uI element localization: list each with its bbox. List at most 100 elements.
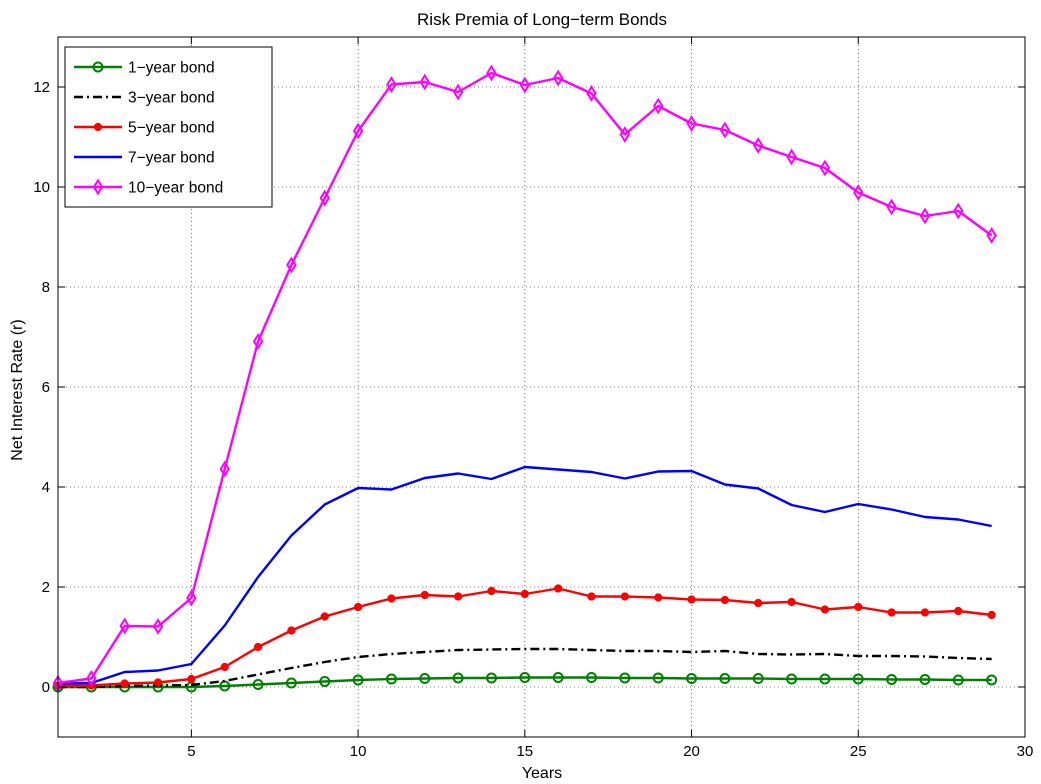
series-5-point [919,207,931,225]
series-1-point [452,672,464,684]
series-1-point [252,679,264,690]
y-tick-label: 4 [42,479,50,496]
series-1-point [919,674,931,685]
series-3-point [687,595,696,604]
chart-title: Risk Premia of Long−term Bonds [417,10,667,29]
legend-label: 3−year bond [128,90,215,107]
series-5-point [586,85,597,102]
series-1-point [619,672,631,684]
series-5-point [352,122,364,140]
series-3-point [387,594,396,603]
series-4-line [57,465,992,685]
series-1-point [552,672,564,683]
x-tick-label: 25 [850,743,867,760]
series-1-point [419,673,431,684]
legend-label: 1−year bond [128,60,215,77]
legend-item: 3−year bond [74,90,215,107]
series-3-point [654,593,663,602]
legend-label: 10−year bond [128,180,223,197]
series-1-point [686,673,698,684]
x-tick-label: 30 [1017,743,1034,760]
series-5-point [519,76,531,94]
legend-label: 5−year bond [128,120,215,137]
series-5-point [886,198,897,216]
series-1-point [285,677,297,689]
y-tick-label: 8 [42,279,50,296]
x-tick-label: 10 [350,743,367,760]
y-tick-label: 0 [42,679,50,696]
legend: 1−year bond 3−year bond 5−year bond 7−year … [64,46,273,208]
series-1-point [986,674,998,686]
y-tick-label: 2 [42,579,50,596]
series-1-point [519,672,531,683]
series-5-point [419,73,430,91]
legend-label: 7−year bond [128,150,215,167]
series-3-point [820,605,830,614]
series-1-line [58,676,992,689]
series-5-point [953,202,964,220]
series-3-point [920,608,930,617]
series-3-point [487,586,496,596]
series-3-point [120,679,129,688]
series-1-point [852,673,864,685]
series-2-group [58,647,992,689]
series-3-point [754,598,763,608]
legend-swatch-marker [92,61,104,73]
series-1-point [652,672,664,684]
series-3-point [153,678,163,687]
y-tick-label: 12 [33,79,50,96]
series-3-point [887,608,896,617]
series-5-point [119,617,130,635]
y-tick-label: 10 [33,179,50,196]
series-3-point [454,592,463,601]
series-5-point [219,460,230,478]
series-5-line [57,71,993,685]
series-1-point [485,672,497,684]
series-1-point [719,673,731,684]
series-group [52,64,998,693]
series-5-point [286,256,297,274]
x-tick-label: 15 [516,743,533,760]
legend-item: 7−year bond [74,150,215,167]
series-1-point [319,676,331,687]
series-3-point [554,584,563,593]
series-1-point [786,673,798,685]
legend-swatch-marker [92,178,104,196]
series-5-point [452,83,464,101]
series-5-point [252,333,264,350]
legend-item: 1−year bond [74,60,215,77]
series-3-point [987,610,996,620]
series-5-point [319,189,330,207]
series-5-point [786,148,797,166]
series-3-point [220,662,229,672]
series-1-point [952,674,964,686]
series-5-point [152,618,164,635]
x-tick-label: 20 [683,743,700,760]
series-3-point [620,592,629,601]
series-1-point [352,674,364,686]
series-3-point [354,602,363,612]
series-3-point [320,612,329,621]
legend-item: 10−year bond [74,178,223,197]
series-3-point [253,642,263,652]
series-1-point [752,673,764,684]
series-3-point [520,589,529,599]
series-3-point [420,590,429,600]
legend-item: 5−year bond [74,120,215,137]
series-5-point [619,126,631,143]
y-axis-label: Net Interest Rate (r) [9,319,26,460]
series-5-point [486,64,497,82]
series-1-point [586,672,598,683]
series-5-point [386,76,397,93]
legend-swatch-marker [93,122,103,132]
axis-ticks: 5 10 15 20 25 30 0 2 4 6 8 10 12 [33,37,1033,760]
series-3-point [287,626,296,635]
series-5-point [186,589,197,607]
series-4-group [57,465,992,685]
series-5-point [686,115,697,132]
y-tick-label: 6 [42,379,50,396]
series-5-point [552,69,564,87]
series-5-point [753,137,764,154]
series-5-point [719,121,731,139]
